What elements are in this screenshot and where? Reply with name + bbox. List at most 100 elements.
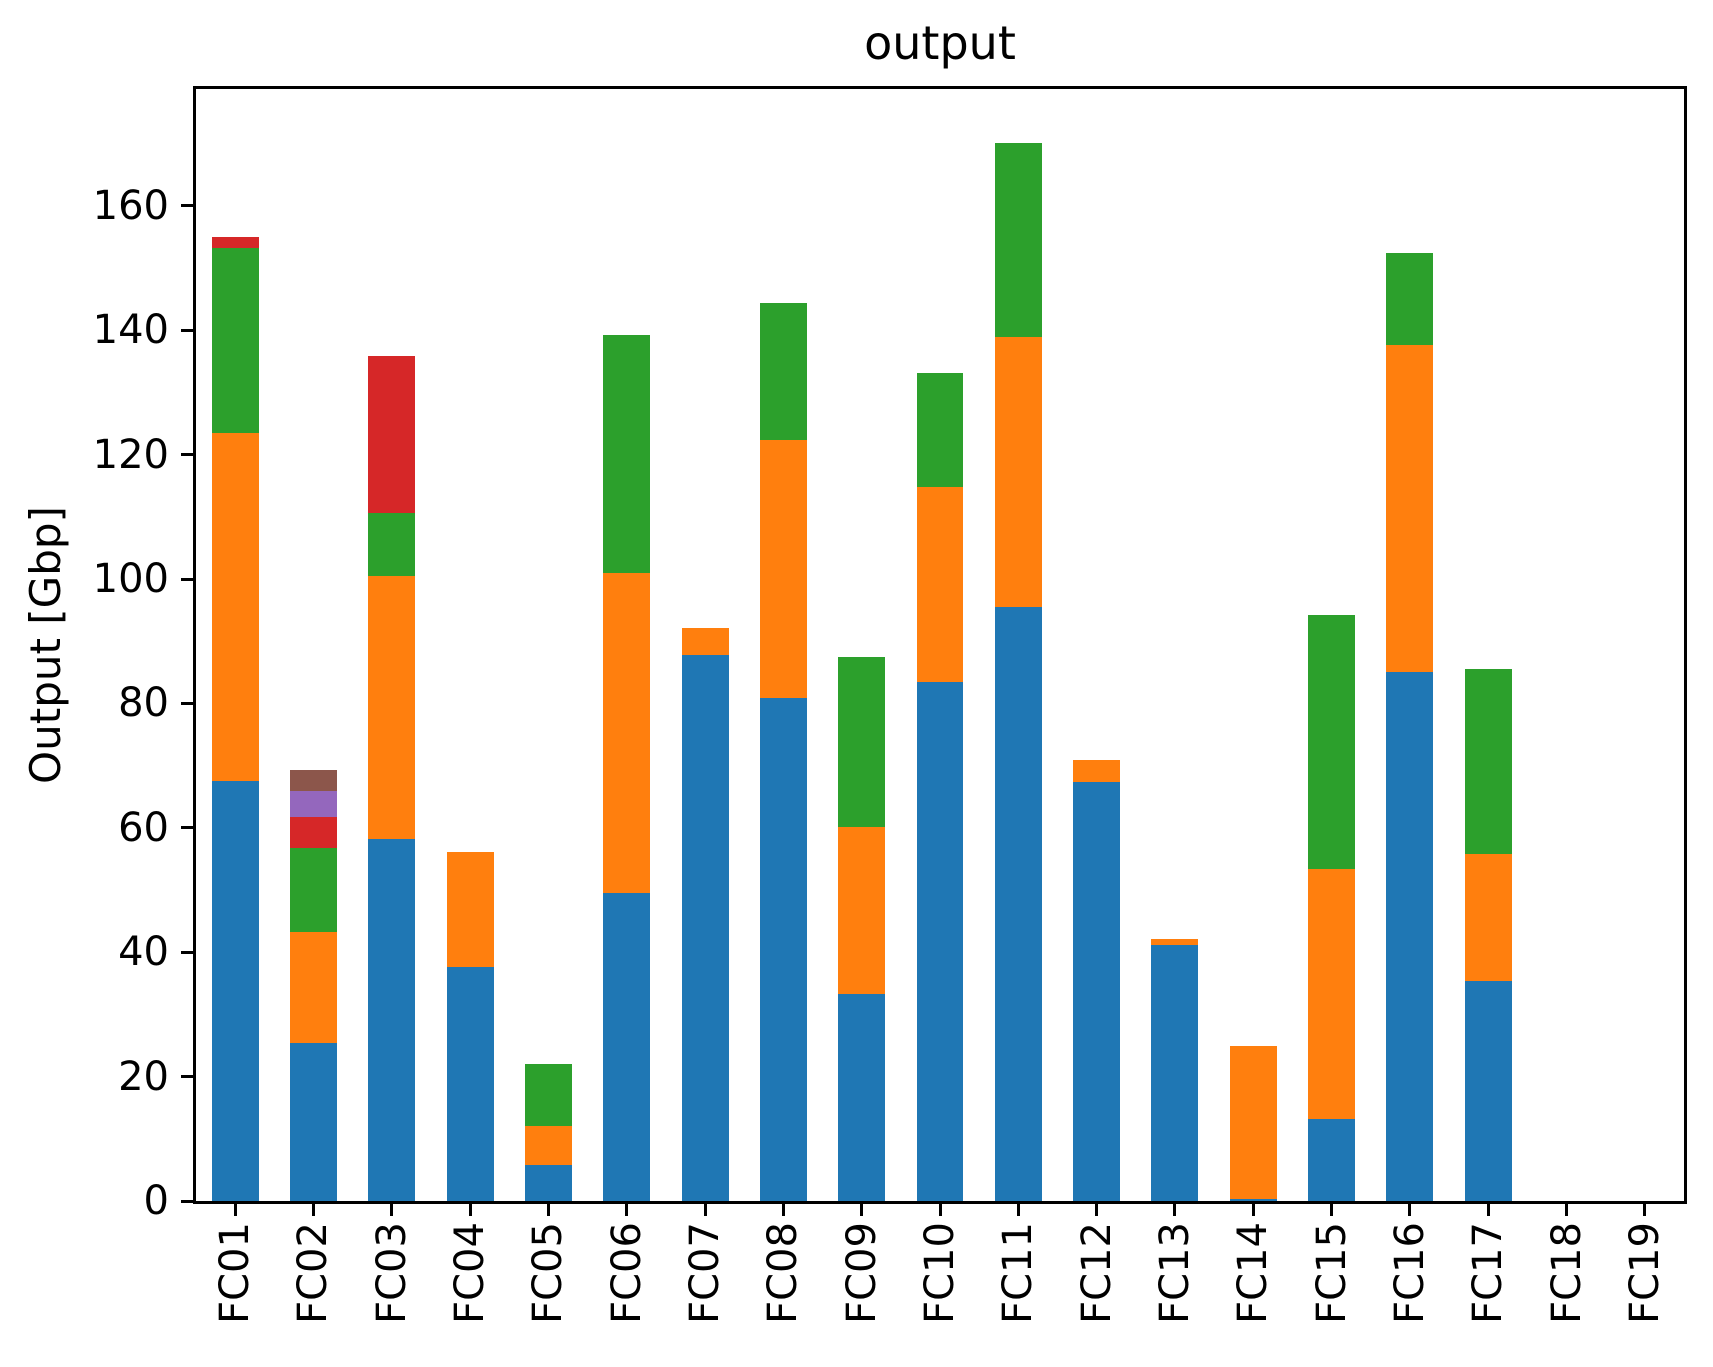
bar-segment-FC12-blue [1073, 782, 1121, 1201]
bar-segment-FC14-orange [1229, 1046, 1277, 1199]
x-tick-mark [233, 1204, 237, 1216]
bar-segment-FC14-blue [1229, 1199, 1277, 1201]
bar-segment-FC08-orange [759, 440, 807, 698]
y-tick-mark [181, 577, 193, 581]
bar-segment-FC12-orange [1073, 760, 1121, 782]
bar-segment-FC02-blue [289, 1043, 337, 1201]
bar-segment-FC06-orange [603, 573, 651, 893]
y-tick-label: 40 [118, 929, 169, 976]
x-tick-mark [1565, 1204, 1569, 1216]
x-tick-mark [860, 1204, 864, 1216]
y-tick-mark [181, 1199, 193, 1203]
x-tick-mark [1330, 1204, 1334, 1216]
bar-segment-FC15-blue [1308, 1119, 1356, 1201]
x-tick-label: FC11 [995, 1222, 1042, 1324]
x-tick-mark [546, 1204, 550, 1216]
bar-segment-FC07-blue [681, 655, 729, 1201]
bar-segment-FC07-orange [681, 628, 729, 655]
x-tick-mark [703, 1204, 707, 1216]
x-tick-mark [625, 1204, 629, 1216]
x-tick-label: FC12 [1073, 1222, 1120, 1324]
y-tick-mark [181, 701, 193, 705]
x-tick-mark [781, 1204, 785, 1216]
bar-segment-FC05-green [524, 1064, 572, 1126]
x-tick-mark [938, 1204, 942, 1216]
x-tick-label: FC16 [1386, 1222, 1433, 1324]
bar-segment-FC05-orange [524, 1126, 572, 1165]
y-tick-label: 160 [92, 182, 169, 229]
bar-segment-FC16-green [1386, 253, 1434, 345]
y-tick-mark [181, 950, 193, 954]
x-tick-label: FC07 [682, 1222, 729, 1324]
x-tick-mark [1408, 1204, 1412, 1216]
y-tick-label: 140 [92, 307, 169, 354]
bar-segment-FC13-orange [1151, 939, 1199, 945]
x-tick-label: FC01 [212, 1222, 259, 1324]
bar-segment-FC06-green [603, 335, 651, 573]
bar-segment-FC17-green [1464, 669, 1512, 854]
y-tick-label: 60 [118, 804, 169, 851]
bar-segment-FC02-orange [289, 932, 337, 1043]
x-tick-mark [1486, 1204, 1490, 1216]
y-tick-label: 0 [143, 1178, 169, 1224]
bar-segment-FC01-orange [211, 433, 259, 781]
bar-segment-FC03-red [368, 356, 416, 513]
x-tick-label: FC08 [760, 1222, 807, 1324]
y-tick-mark [181, 1075, 193, 1079]
bar-segment-FC01-red [211, 237, 259, 248]
bar-segment-FC04-blue [446, 967, 494, 1201]
bar-segment-FC02-purple [289, 791, 337, 817]
bar-segment-FC04-orange [446, 852, 494, 967]
bar-segment-FC02-brown [289, 770, 337, 791]
x-tick-label: FC10 [917, 1222, 963, 1324]
x-tick-label: FC09 [838, 1222, 885, 1324]
y-tick-label: 100 [92, 556, 169, 603]
bar-segment-FC10-orange [916, 487, 964, 682]
x-tick-mark [311, 1204, 315, 1216]
y-tick-label: 120 [92, 431, 169, 478]
bar-segment-FC09-blue [838, 994, 886, 1201]
y-tick-label: 20 [118, 1053, 169, 1100]
x-tick-mark [1095, 1204, 1099, 1216]
x-tick-label: FC18 [1543, 1222, 1590, 1324]
bar-segment-FC13-blue [1151, 945, 1199, 1201]
y-tick-mark [181, 328, 193, 332]
bar-segment-FC02-green [289, 848, 337, 932]
bar-segment-FC16-blue [1386, 672, 1434, 1201]
x-tick-mark [1643, 1204, 1647, 1216]
bar-segment-FC08-blue [759, 698, 807, 1201]
x-tick-mark [1251, 1204, 1255, 1216]
bar-segment-FC09-orange [838, 827, 886, 994]
bar-segment-FC02-red [289, 817, 337, 848]
y-tick-mark [181, 826, 193, 830]
bar-segment-FC05-blue [524, 1165, 572, 1201]
x-tick-mark [390, 1204, 394, 1216]
bar-segment-FC10-blue [916, 682, 964, 1201]
bar-segment-FC16-orange [1386, 345, 1434, 672]
bar-segment-FC03-blue [368, 839, 416, 1201]
bar-segment-FC01-green [211, 248, 259, 433]
bar-segment-FC10-green [916, 373, 964, 487]
x-tick-label: FC14 [1230, 1222, 1277, 1324]
x-tick-mark [1173, 1204, 1177, 1216]
bar-segment-FC15-orange [1308, 869, 1356, 1119]
x-tick-label: FC02 [290, 1222, 337, 1324]
bar-segment-FC09-green [838, 657, 886, 827]
x-tick-label: FC19 [1621, 1222, 1668, 1324]
bar-segment-FC11-green [994, 143, 1042, 337]
y-tick-mark [181, 453, 193, 457]
bar-segment-FC03-orange [368, 576, 416, 839]
x-tick-mark [468, 1204, 472, 1216]
bar-segment-FC11-blue [994, 607, 1042, 1201]
x-tick-label: FC05 [525, 1222, 572, 1324]
bar-segment-FC03-green [368, 513, 416, 576]
bar-segment-FC11-orange [994, 337, 1042, 607]
x-tick-label: FC17 [1465, 1222, 1512, 1324]
y-tick-label: 80 [118, 680, 169, 727]
x-tick-label: FC06 [603, 1222, 650, 1324]
bar-segment-FC15-green [1308, 615, 1356, 869]
